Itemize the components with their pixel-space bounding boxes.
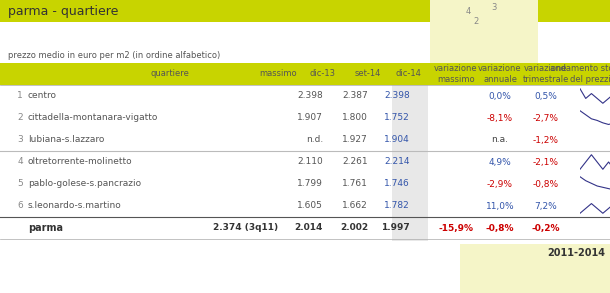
Text: -0,2%: -0,2% [532, 224, 560, 233]
Text: dic-14: dic-14 [395, 69, 421, 79]
Text: centro: centro [28, 91, 57, 100]
Text: 1.927: 1.927 [342, 135, 368, 144]
Text: oltretorrente-molinetto: oltretorrente-molinetto [28, 158, 132, 166]
Text: -0,8%: -0,8% [486, 224, 514, 233]
Text: n.a.: n.a. [492, 135, 509, 144]
Text: quartiere: quartiere [151, 69, 190, 79]
Text: 2.398: 2.398 [297, 91, 323, 100]
Text: 1.997: 1.997 [381, 224, 410, 233]
Text: 3: 3 [491, 3, 497, 11]
Text: 6: 6 [17, 202, 23, 210]
Text: 1.904: 1.904 [384, 135, 410, 144]
Text: lubiana-s.lazzaro: lubiana-s.lazzaro [28, 135, 104, 144]
Text: dic-13: dic-13 [310, 69, 336, 79]
Text: variazione
annuale: variazione annuale [478, 64, 522, 84]
Text: 2.398: 2.398 [384, 91, 410, 100]
Text: 1.746: 1.746 [384, 180, 410, 188]
Text: 1: 1 [17, 91, 23, 100]
Text: pablo-golese-s.pancrazio: pablo-golese-s.pancrazio [28, 180, 141, 188]
Text: 1.605: 1.605 [297, 202, 323, 210]
Text: 0,0%: 0,0% [489, 91, 511, 100]
Text: variazione
trimestrale: variazione trimestrale [523, 64, 569, 84]
Text: 5: 5 [17, 180, 23, 188]
Text: 2.002: 2.002 [340, 224, 368, 233]
Text: 4: 4 [17, 158, 23, 166]
Text: -15,9%: -15,9% [439, 224, 473, 233]
Text: 2.261: 2.261 [342, 158, 368, 166]
Text: variazione
massimo: variazione massimo [434, 64, 478, 84]
Text: 2.387: 2.387 [342, 91, 368, 100]
Text: 0,5%: 0,5% [534, 91, 558, 100]
Text: 4,9%: 4,9% [489, 158, 511, 166]
Text: 1.782: 1.782 [384, 202, 410, 210]
Text: 2.110: 2.110 [297, 158, 323, 166]
Text: parma - quartiere: parma - quartiere [8, 4, 118, 18]
Text: 1.907: 1.907 [297, 113, 323, 122]
Text: 1.799: 1.799 [297, 180, 323, 188]
Text: 3: 3 [17, 135, 23, 144]
Text: cittadella-montanara-vigatto: cittadella-montanara-vigatto [28, 113, 159, 122]
Text: 4: 4 [465, 8, 471, 16]
Text: 7,2%: 7,2% [534, 202, 558, 210]
Text: -2,9%: -2,9% [487, 180, 513, 188]
Text: -0,8%: -0,8% [533, 180, 559, 188]
Text: 1.761: 1.761 [342, 180, 368, 188]
Text: parma: parma [28, 223, 63, 233]
Text: 2.014: 2.014 [295, 224, 323, 233]
Text: 1.752: 1.752 [384, 113, 410, 122]
Text: 2: 2 [473, 18, 479, 26]
Text: 2: 2 [17, 113, 23, 122]
Text: 11,0%: 11,0% [486, 202, 514, 210]
Text: 1.800: 1.800 [342, 113, 368, 122]
Text: -8,1%: -8,1% [487, 113, 513, 122]
Text: s.leonardo-s.martino: s.leonardo-s.martino [28, 202, 122, 210]
Text: -2,7%: -2,7% [533, 113, 559, 122]
Text: -2,1%: -2,1% [533, 158, 559, 166]
Text: -1,2%: -1,2% [533, 135, 559, 144]
Text: massimo: massimo [259, 69, 297, 79]
Text: prezzo medio in euro per m2 (in ordine alfabetico): prezzo medio in euro per m2 (in ordine a… [8, 52, 220, 60]
Text: 1.662: 1.662 [342, 202, 368, 210]
Text: andamento storico
del prezzi: andamento storico del prezzi [550, 64, 610, 84]
Text: set-14: set-14 [355, 69, 381, 79]
Text: 2.214: 2.214 [384, 158, 410, 166]
Text: 2011-2014: 2011-2014 [547, 248, 605, 258]
Text: 2.374 (3q11): 2.374 (3q11) [213, 224, 278, 233]
Text: n.d.: n.d. [306, 135, 323, 144]
